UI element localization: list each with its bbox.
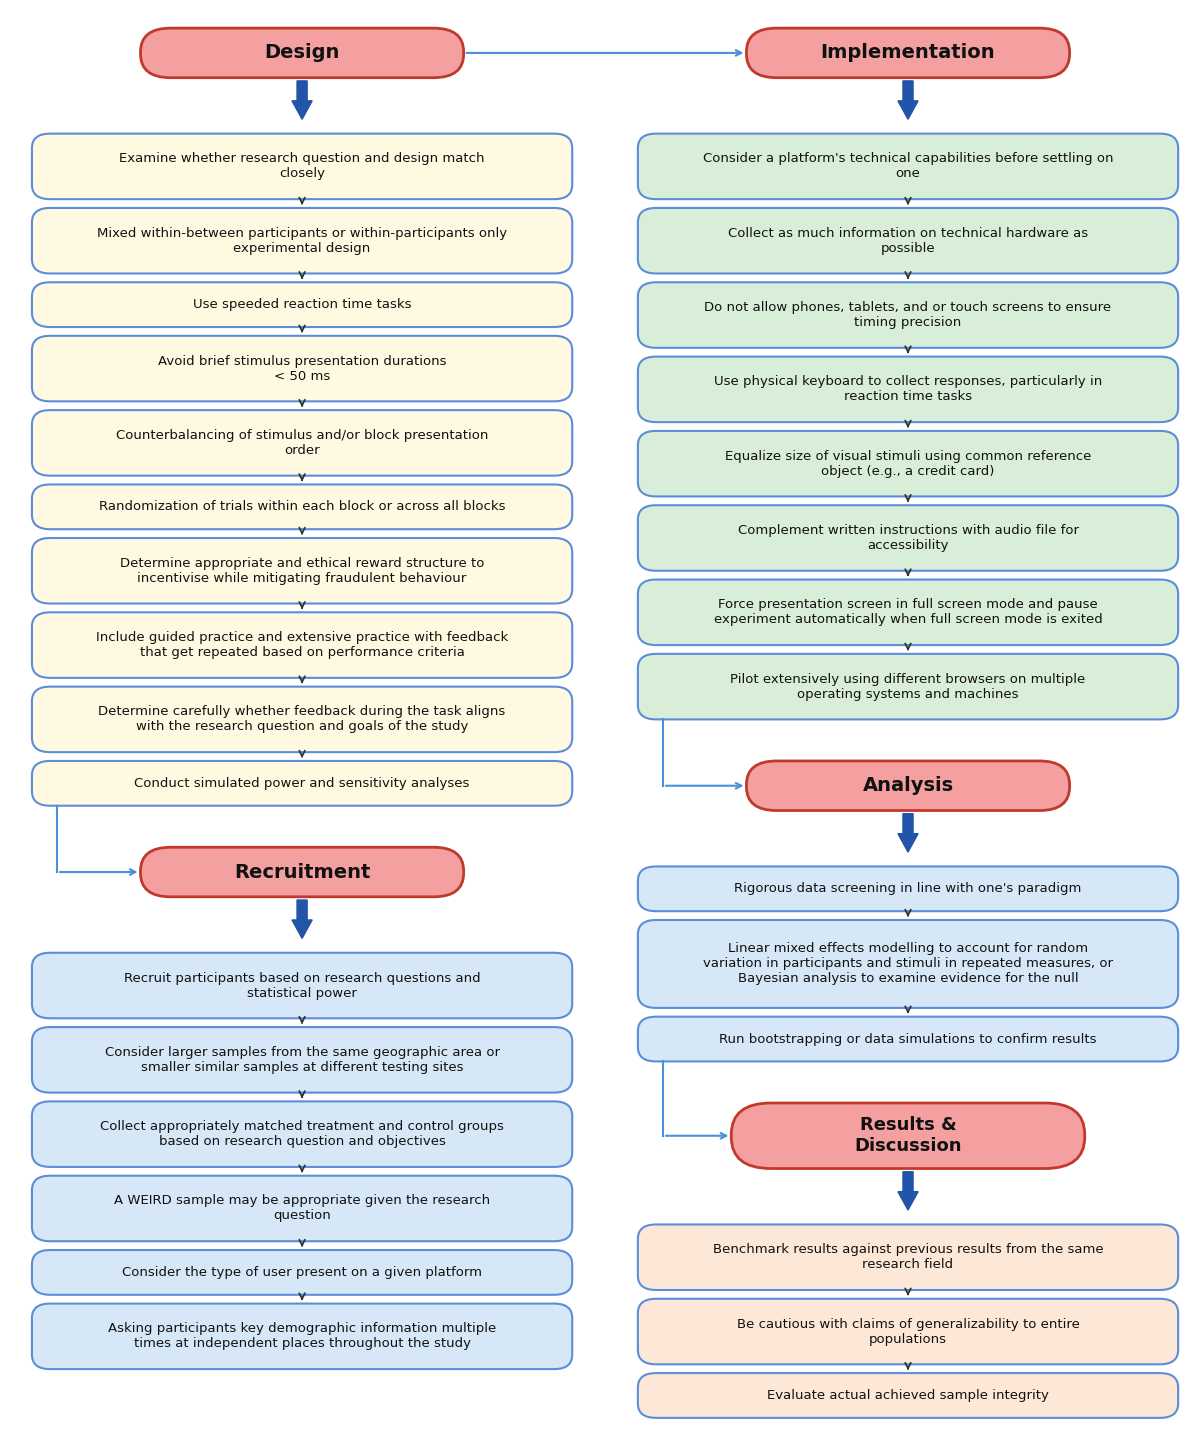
- FancyBboxPatch shape: [32, 1102, 572, 1167]
- Polygon shape: [292, 81, 312, 119]
- FancyBboxPatch shape: [140, 847, 463, 897]
- Text: Counterbalancing of stimulus and/or block presentation
order: Counterbalancing of stimulus and/or bloc…: [116, 429, 488, 457]
- FancyBboxPatch shape: [32, 282, 572, 327]
- Text: Collect appropriately matched treatment and control groups
based on research que: Collect appropriately matched treatment …: [100, 1121, 504, 1148]
- FancyBboxPatch shape: [638, 866, 1178, 911]
- Text: Pilot extensively using different browsers on multiple
operating systems and mac: Pilot extensively using different browse…: [731, 672, 1086, 701]
- Text: Avoid brief stimulus presentation durations
< 50 ms: Avoid brief stimulus presentation durati…: [158, 354, 446, 383]
- FancyBboxPatch shape: [32, 1304, 572, 1369]
- Text: Analysis: Analysis: [863, 777, 954, 795]
- FancyBboxPatch shape: [32, 1176, 572, 1241]
- Text: Benchmark results against previous results from the same
research field: Benchmark results against previous resul…: [713, 1244, 1103, 1271]
- FancyBboxPatch shape: [746, 761, 1069, 811]
- Text: Asking participants key demographic information multiple
times at independent pl: Asking participants key demographic info…: [108, 1322, 497, 1351]
- FancyBboxPatch shape: [32, 484, 572, 529]
- Text: A WEIRD sample may be appropriate given the research
question: A WEIRD sample may be appropriate given …: [114, 1194, 490, 1222]
- Text: Use speeded reaction time tasks: Use speeded reaction time tasks: [193, 298, 412, 311]
- Text: Design: Design: [264, 43, 340, 62]
- Text: Examine whether research question and design match
closely: Examine whether research question and de…: [119, 152, 485, 181]
- Text: Use physical keyboard to collect responses, particularly in
reaction time tasks: Use physical keyboard to collect respons…: [714, 376, 1102, 403]
- FancyBboxPatch shape: [32, 133, 572, 200]
- Text: Recruit participants based on research questions and
statistical power: Recruit participants based on research q…: [124, 972, 480, 999]
- Text: Randomization of trials within each block or across all blocks: Randomization of trials within each bloc…: [98, 500, 505, 513]
- Text: Collect as much information on technical hardware as
possible: Collect as much information on technical…: [728, 227, 1088, 254]
- FancyBboxPatch shape: [32, 411, 572, 476]
- Text: Consider larger samples from the same geographic area or
smaller similar samples: Consider larger samples from the same ge…: [104, 1045, 499, 1074]
- Text: Include guided practice and extensive practice with feedback
that get repeated b: Include guided practice and extensive pr…: [96, 630, 509, 659]
- Text: Implementation: Implementation: [821, 43, 995, 62]
- FancyBboxPatch shape: [32, 538, 572, 603]
- Text: Rigorous data screening in line with one's paradigm: Rigorous data screening in line with one…: [734, 882, 1081, 895]
- FancyBboxPatch shape: [638, 357, 1178, 422]
- FancyBboxPatch shape: [638, 208, 1178, 273]
- FancyBboxPatch shape: [32, 761, 572, 805]
- Text: Recruitment: Recruitment: [234, 863, 371, 882]
- Text: Do not allow phones, tablets, and or touch screens to ensure
timing precision: Do not allow phones, tablets, and or tou…: [704, 301, 1111, 330]
- FancyBboxPatch shape: [638, 1225, 1178, 1290]
- FancyBboxPatch shape: [638, 580, 1178, 645]
- FancyBboxPatch shape: [32, 1249, 572, 1294]
- Text: Be cautious with claims of generalizability to entire
populations: Be cautious with claims of generalizabil…: [737, 1317, 1080, 1346]
- Text: Complement written instructions with audio file for
accessibility: Complement written instructions with aud…: [738, 523, 1079, 552]
- FancyBboxPatch shape: [32, 612, 572, 678]
- Text: Linear mixed effects modelling to account for random
variation in participants a: Linear mixed effects modelling to accoun…: [703, 943, 1114, 985]
- FancyBboxPatch shape: [731, 1103, 1085, 1168]
- Text: Evaluate actual achieved sample integrity: Evaluate actual achieved sample integrit…: [767, 1390, 1049, 1403]
- FancyBboxPatch shape: [140, 27, 463, 78]
- FancyBboxPatch shape: [32, 335, 572, 402]
- FancyBboxPatch shape: [638, 654, 1178, 720]
- FancyBboxPatch shape: [638, 1017, 1178, 1061]
- FancyBboxPatch shape: [638, 1299, 1178, 1365]
- FancyBboxPatch shape: [638, 920, 1178, 1008]
- Text: Equalize size of visual stimuli using common reference
object (e.g., a credit ca: Equalize size of visual stimuli using co…: [725, 450, 1091, 477]
- FancyBboxPatch shape: [638, 282, 1178, 348]
- Text: Force presentation screen in full screen mode and pause
experiment automatically: Force presentation screen in full screen…: [714, 599, 1103, 626]
- FancyBboxPatch shape: [32, 208, 572, 273]
- FancyBboxPatch shape: [32, 953, 572, 1018]
- FancyBboxPatch shape: [32, 687, 572, 752]
- Text: Determine carefully whether feedback during the task aligns
with the research qu: Determine carefully whether feedback dur…: [98, 706, 505, 733]
- Polygon shape: [898, 81, 918, 119]
- Text: Consider a platform's technical capabilities before settling on
one: Consider a platform's technical capabili…: [703, 152, 1114, 181]
- FancyBboxPatch shape: [638, 133, 1178, 200]
- FancyBboxPatch shape: [32, 1027, 572, 1093]
- Text: Mixed within-between participants or within-participants only
experimental desig: Mixed within-between participants or wit…: [97, 227, 508, 254]
- Text: Results &
Discussion: Results & Discussion: [854, 1116, 961, 1155]
- FancyBboxPatch shape: [638, 1374, 1178, 1419]
- FancyBboxPatch shape: [746, 27, 1069, 78]
- Text: Consider the type of user present on a given platform: Consider the type of user present on a g…: [122, 1265, 482, 1278]
- Polygon shape: [898, 1171, 918, 1210]
- FancyBboxPatch shape: [638, 505, 1178, 571]
- Polygon shape: [898, 814, 918, 852]
- Polygon shape: [292, 899, 312, 938]
- Text: Determine appropriate and ethical reward structure to
incentivise while mitigati: Determine appropriate and ethical reward…: [120, 557, 485, 584]
- Text: Conduct simulated power and sensitivity analyses: Conduct simulated power and sensitivity …: [134, 777, 469, 790]
- Text: Run bootstrapping or data simulations to confirm results: Run bootstrapping or data simulations to…: [719, 1032, 1097, 1045]
- FancyBboxPatch shape: [638, 431, 1178, 496]
